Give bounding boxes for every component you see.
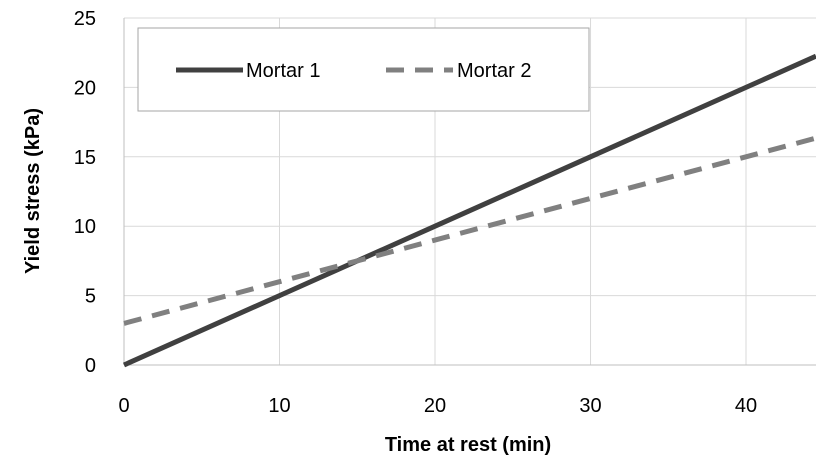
x-tick-label-10: 10	[268, 395, 290, 417]
series-line-mortar-1	[122, 53, 816, 368]
y-tick-label-25: 25	[74, 8, 96, 30]
x-tick-label-40: 40	[735, 395, 757, 417]
x-tick-label-0: 0	[118, 395, 129, 417]
x-tick-label-20: 20	[424, 395, 446, 417]
x-axis-title: Time at rest (min)	[385, 434, 551, 456]
y-axis-title: Yield stress (kPa)	[22, 108, 44, 274]
tick-labels: 0 5 10 15 20 25 0 10 20 30 40	[74, 8, 757, 417]
legend-label-mortar-1: Mortar 1	[246, 60, 320, 82]
y-tick-label-20: 20	[74, 77, 96, 99]
legend: Mortar 1 Mortar 2	[137, 27, 590, 112]
axes	[123, 18, 816, 366]
x-tick-label-30: 30	[579, 395, 601, 417]
y-tick-label-15: 15	[74, 147, 96, 169]
series-lines	[122, 53, 816, 368]
y-tick-label-0: 0	[85, 355, 96, 377]
y-tick-label-10: 10	[74, 216, 96, 238]
legend-label-mortar-2: Mortar 2	[457, 60, 531, 82]
y-tick-label-5: 5	[85, 286, 96, 308]
